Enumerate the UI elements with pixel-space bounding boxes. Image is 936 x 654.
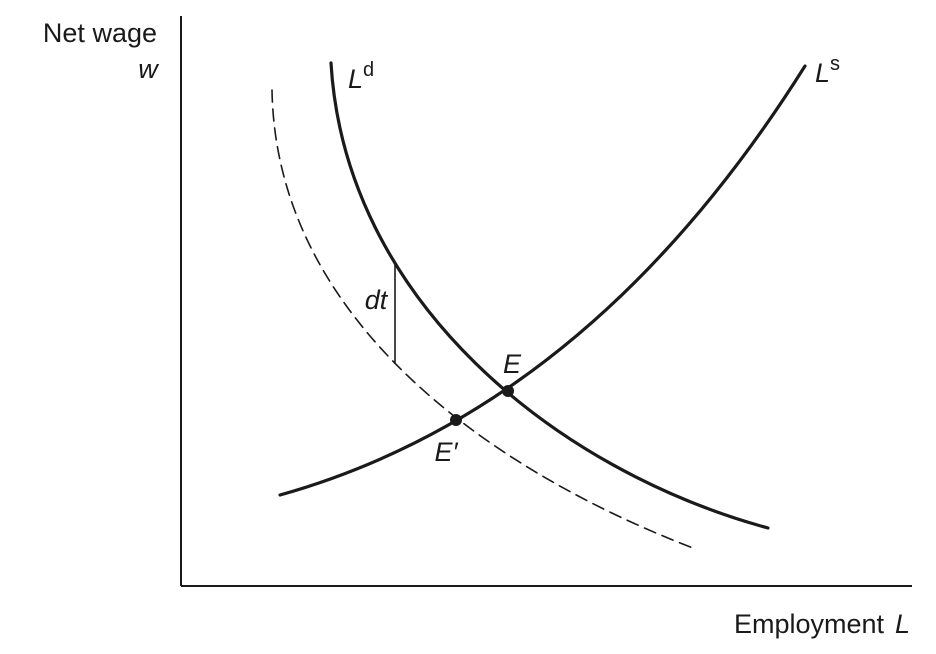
initial-equilibrium-label: E <box>503 349 522 379</box>
supply-curve <box>278 64 807 497</box>
new-equilibrium-point <box>450 414 462 426</box>
tax-wedge-label: dt <box>365 285 389 315</box>
supply-curve-label: Ls <box>815 53 840 88</box>
x-axis-symbol: L <box>895 609 910 639</box>
new-equilibrium-label: E′ <box>434 437 458 467</box>
x-axis-label: Employment <box>734 609 885 639</box>
shifted-demand-curve <box>271 89 694 549</box>
y-axis-label: Net wage <box>43 18 157 48</box>
initial-equilibrium-point <box>502 385 514 397</box>
demand-curve-label: Ld <box>348 59 374 94</box>
demand-curve <box>329 61 770 530</box>
y-axis-symbol: w <box>138 54 159 84</box>
